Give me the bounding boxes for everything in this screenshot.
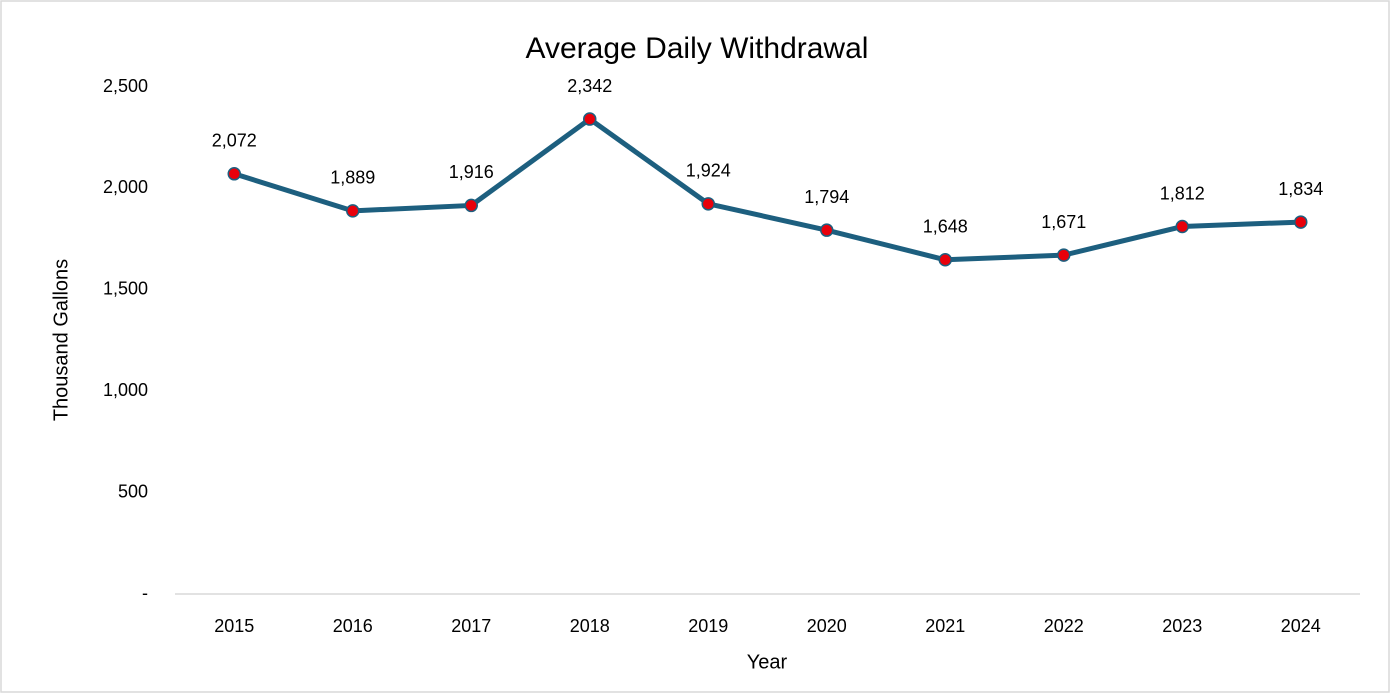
x-tick-label: 2023 [1162,616,1202,636]
y-tick-label: 500 [118,481,148,501]
data-label: 1,671 [1041,212,1086,232]
x-tick-label: 2020 [807,616,847,636]
marker [1175,219,1189,234]
y-tick-label: 1,500 [103,279,148,299]
y-tick-label: 1,000 [103,380,148,400]
data-label: 1,812 [1160,183,1205,203]
data-label: 1,648 [923,217,968,237]
x-tick-label: 2022 [1044,616,1084,636]
marker [583,112,597,126]
x-tick-label: 2015 [214,616,254,636]
line [231,116,1304,263]
marker [227,167,241,181]
y-axis-label: Thousand Gallons [50,259,72,421]
x-axis-label: Year [747,651,788,673]
marker [1294,215,1308,229]
x-tick-label: 2021 [925,616,965,636]
marker [464,198,478,213]
marker [701,197,715,211]
data-label: 2,072 [212,131,257,151]
x-tick-label: 2019 [688,616,728,636]
data-label: 1,834 [1278,179,1323,199]
x-tick-label: 2016 [333,616,373,636]
data-label: 1,889 [330,168,375,188]
marker [1057,248,1071,262]
chart-title: Average Daily Withdrawal [526,32,869,65]
data-label: 2,342 [567,76,612,96]
marker [820,223,834,237]
y-tick-label: 2,500 [103,76,148,96]
data-label: 1,924 [686,161,731,181]
y-tick-label: - [142,583,148,603]
x-tick-label: 2017 [451,616,491,636]
marker [938,253,952,267]
x-tick-label: 2024 [1281,616,1321,636]
y-tick-label: 2,000 [103,177,148,197]
data-label: 1,916 [449,162,494,182]
x-tick-label: 2018 [570,616,610,636]
marker [346,204,360,218]
data-label: 1,794 [804,187,849,207]
